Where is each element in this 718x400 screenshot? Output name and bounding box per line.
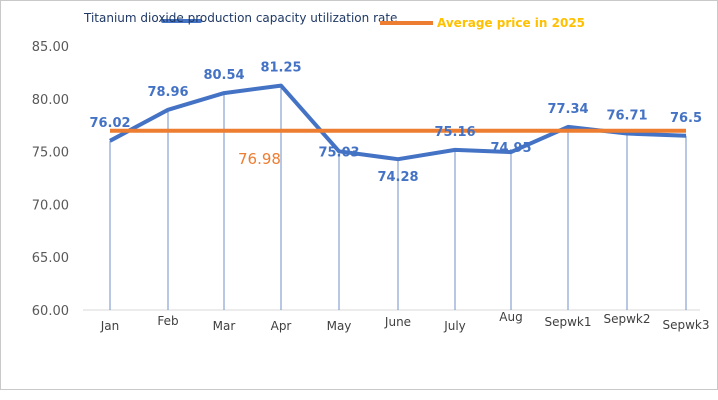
- x-axis: Jan Feb Mar Apr May June July Aug Sepwk1 Sepwk2 Se…: [100, 310, 710, 333]
- legend-label-utilization: Titanium dioxide production capacity uti…: [83, 11, 397, 25]
- data-label: 75.03: [318, 145, 359, 160]
- data-label: 75.16: [434, 125, 475, 140]
- x-tick-label: June: [384, 315, 411, 329]
- x-tick-label: May: [327, 319, 352, 333]
- data-label: 76.5: [670, 111, 702, 126]
- x-tick-label: Sepwk3: [662, 318, 709, 332]
- y-tick-label: 75.00: [32, 146, 69, 161]
- drop-lines: [109, 85, 687, 310]
- data-label: 74.28: [377, 170, 418, 185]
- y-tick-label: 85.00: [32, 40, 69, 55]
- x-tick-label: July: [443, 319, 466, 333]
- data-label: 76.71: [606, 109, 647, 124]
- series-line-utilization: [109, 83, 687, 162]
- x-tick-label: Sepwk1: [544, 315, 591, 329]
- data-label: 74.95: [490, 141, 531, 156]
- data-label: 78.96: [147, 85, 188, 100]
- chart-frame: [0, 0, 718, 390]
- x-tick-label: Sepwk2: [603, 312, 650, 326]
- x-tick-label: Jan: [100, 319, 120, 333]
- y-tick-label: 70.00: [32, 198, 69, 213]
- y-tick-label: 65.00: [32, 251, 69, 266]
- data-labels: 76.02 78.96 80.54 81.25 75.03 74.28 75.16 74.95…: [89, 61, 702, 186]
- legend-label-average: Average price in 2025: [437, 16, 585, 30]
- y-tick-label: 60.00: [32, 304, 69, 319]
- y-axis: 60.00 65.00 70.00 75.00 80.00 85.00: [32, 40, 69, 319]
- x-tick-label: Apr: [271, 319, 292, 333]
- data-label: 80.54: [203, 68, 244, 83]
- x-tick-label: Feb: [157, 314, 178, 328]
- x-tick-label: Aug: [499, 310, 522, 324]
- average-value-label: 76.98: [238, 150, 281, 168]
- data-label: 81.25: [260, 61, 301, 76]
- x-tick-label: Mar: [213, 319, 236, 333]
- y-tick-label: 80.00: [32, 93, 69, 108]
- data-label: 77.34: [547, 102, 588, 117]
- data-label: 76.02: [89, 116, 130, 131]
- legend: Titanium dioxide production capacity uti…: [83, 11, 585, 30]
